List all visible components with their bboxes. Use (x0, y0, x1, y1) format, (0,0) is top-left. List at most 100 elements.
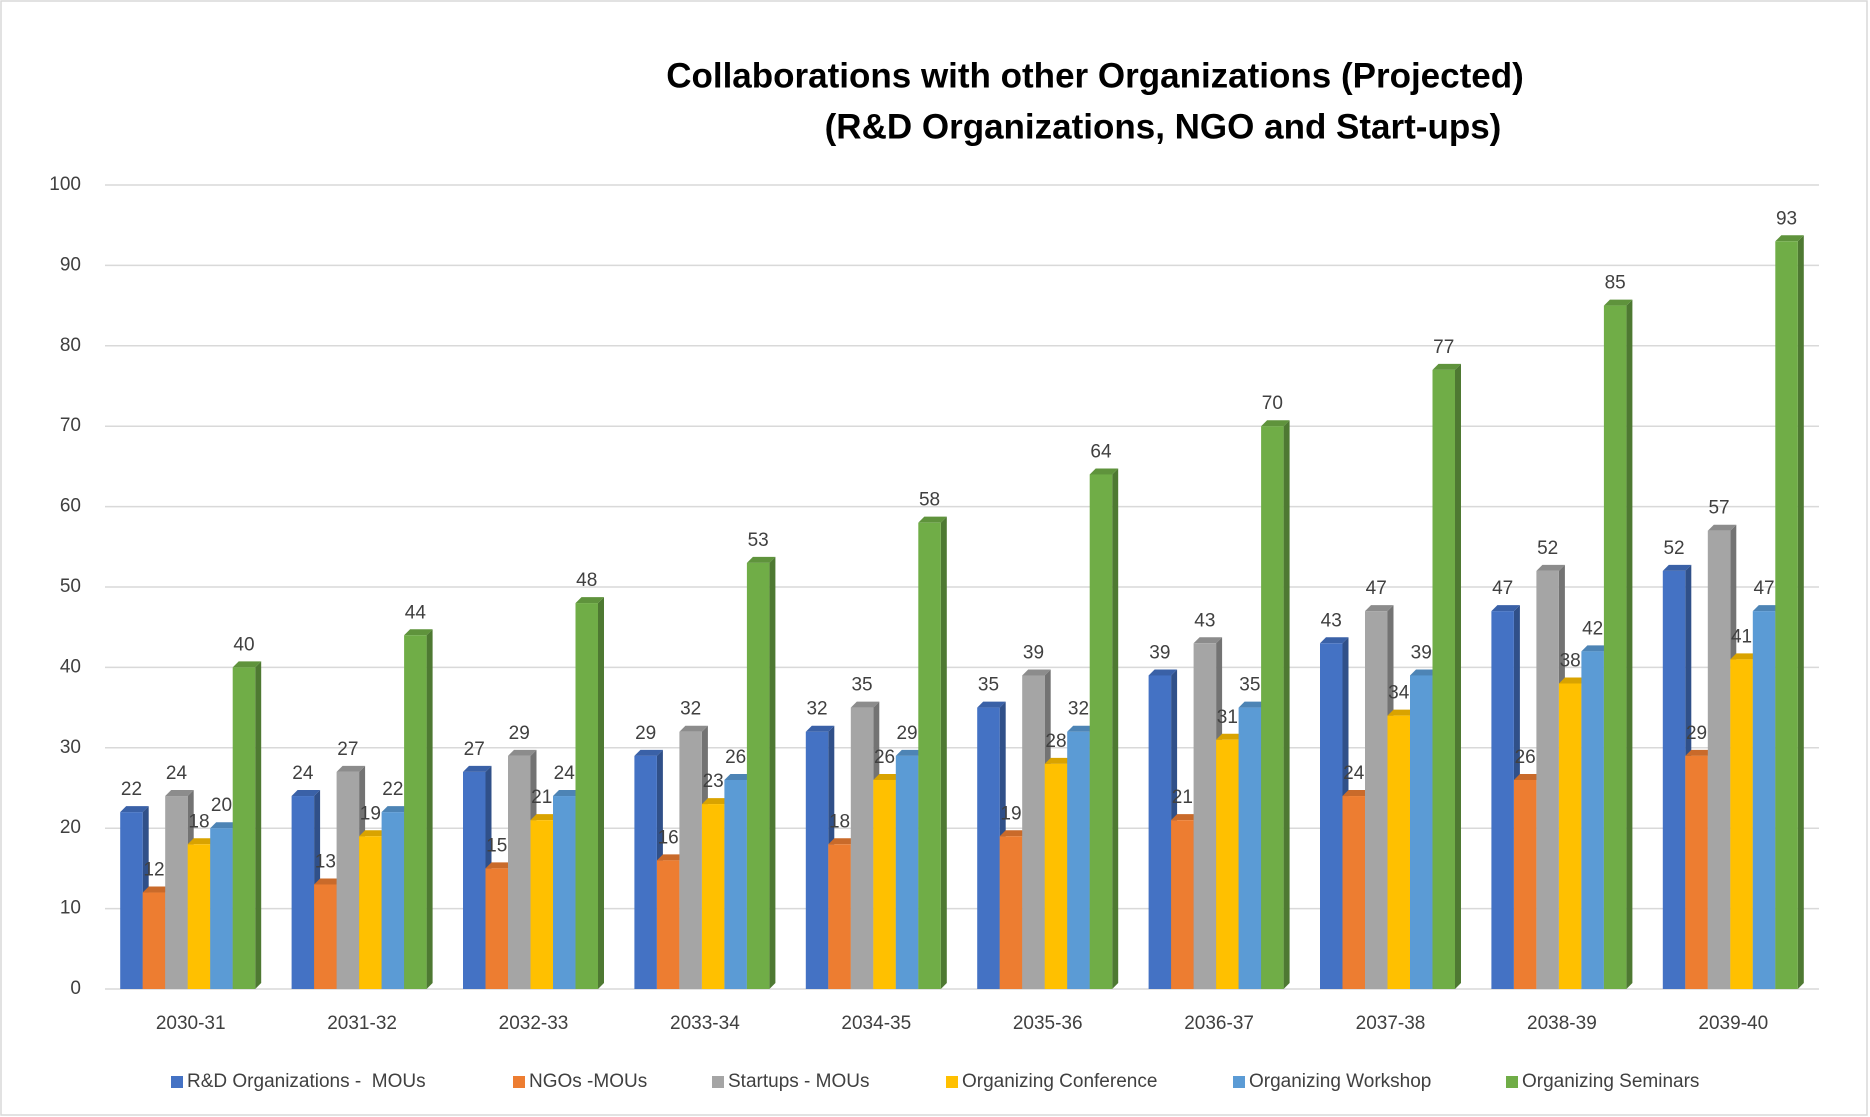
bar (142, 892, 166, 989)
data-label: 47 (1366, 578, 1387, 599)
legend-label: Startups - MOUs (728, 1071, 869, 1092)
data-label: 47 (1492, 578, 1513, 599)
bar-top (575, 597, 604, 604)
bar-top (210, 822, 239, 829)
y-tick-label: 90 (60, 254, 81, 275)
bar-top (1775, 235, 1804, 242)
data-label: 35 (851, 675, 872, 696)
data-label: 47 (1753, 578, 1774, 599)
bar-top (314, 878, 343, 885)
bar-top (463, 765, 492, 772)
bar-top (1581, 645, 1610, 652)
legend-swatch (171, 1076, 183, 1088)
data-label: 32 (680, 699, 701, 720)
data-label: 29 (896, 723, 917, 744)
data-label: 22 (121, 779, 142, 800)
bar-top (977, 701, 1006, 708)
data-label: 24 (292, 763, 314, 784)
bar-side (940, 516, 947, 989)
bar (724, 779, 747, 989)
bar-top (1171, 814, 1200, 821)
bar (1730, 659, 1753, 989)
bar (1261, 426, 1284, 989)
bar (1089, 474, 1113, 989)
x-tick-label: 2039-40 (1698, 1013, 1768, 1034)
bar (381, 812, 405, 989)
data-label: 19 (360, 803, 381, 824)
bar-top (634, 749, 663, 756)
bar-top (1216, 733, 1245, 740)
bar-top (1320, 637, 1349, 644)
data-label: 39 (1411, 642, 1432, 663)
data-label: 19 (1000, 803, 1021, 824)
x-tick-label: 2037-38 (1356, 1013, 1426, 1034)
bar-top (1603, 299, 1633, 306)
x-tick-label: 2032-33 (499, 1013, 569, 1034)
data-label: 24 (554, 763, 576, 784)
bar (1775, 241, 1798, 989)
data-label: 13 (315, 851, 336, 872)
bar-top (918, 516, 947, 523)
y-tick-label: 50 (60, 576, 81, 597)
x-tick-label: 2031-32 (327, 1013, 397, 1034)
bar (634, 755, 657, 989)
bar-top (1707, 524, 1737, 531)
data-label: 23 (703, 771, 724, 792)
data-label: 32 (1068, 699, 1089, 720)
x-tick-label: 2035-36 (1013, 1013, 1083, 1034)
bar-top (701, 798, 731, 805)
bar (1342, 796, 1365, 989)
bar-top (746, 556, 776, 563)
data-label: 35 (1239, 675, 1260, 696)
data-label: 29 (635, 723, 656, 744)
bar-side (1797, 235, 1804, 989)
chart-subtitle: (R&D Organizations, NGO and Start-ups) (825, 107, 1502, 146)
bar-top (1067, 725, 1096, 732)
data-label: 42 (1582, 618, 1603, 639)
bar-top (1022, 669, 1051, 676)
bar (291, 796, 315, 989)
legend-label: Organizing Seminars (1522, 1071, 1699, 1092)
data-label: 57 (1708, 498, 1729, 519)
data-label: 39 (1023, 642, 1044, 663)
bar-top (508, 749, 537, 756)
bar (210, 828, 233, 989)
bar (1707, 530, 1731, 989)
bar-top (999, 830, 1029, 837)
y-tick-label: 30 (60, 737, 81, 758)
bar-top (1261, 420, 1290, 427)
bar (336, 771, 360, 989)
data-label: 85 (1605, 273, 1626, 294)
bar (1387, 715, 1410, 989)
legend-swatch (513, 1076, 525, 1088)
x-tick-label: 2034-35 (841, 1013, 911, 1034)
bar-top (1342, 790, 1371, 797)
data-label: 24 (166, 763, 188, 784)
bar (895, 755, 919, 989)
bar (1067, 731, 1090, 989)
bar (918, 522, 941, 989)
bar (359, 836, 382, 989)
bar-top (1662, 564, 1692, 571)
data-label: 39 (1149, 642, 1170, 663)
data-label: 58 (919, 490, 940, 511)
data-label: 64 (1090, 441, 1112, 462)
bar (828, 844, 851, 989)
legend-swatch (712, 1076, 724, 1088)
bar-top (530, 814, 559, 821)
bar (165, 796, 188, 989)
bar-top (805, 725, 835, 732)
data-label: 38 (1560, 650, 1581, 671)
bar (1320, 643, 1343, 989)
bar-top (359, 830, 388, 837)
x-tick-label: 2033-34 (670, 1013, 740, 1034)
bar-top (724, 773, 753, 780)
bar-top (873, 773, 902, 780)
bar (1365, 611, 1388, 989)
data-label: 53 (748, 530, 769, 551)
bar-top (1513, 773, 1543, 780)
bar-side (426, 629, 433, 989)
data-label: 77 (1433, 337, 1454, 358)
bar (1044, 763, 1068, 989)
bar (873, 779, 896, 989)
